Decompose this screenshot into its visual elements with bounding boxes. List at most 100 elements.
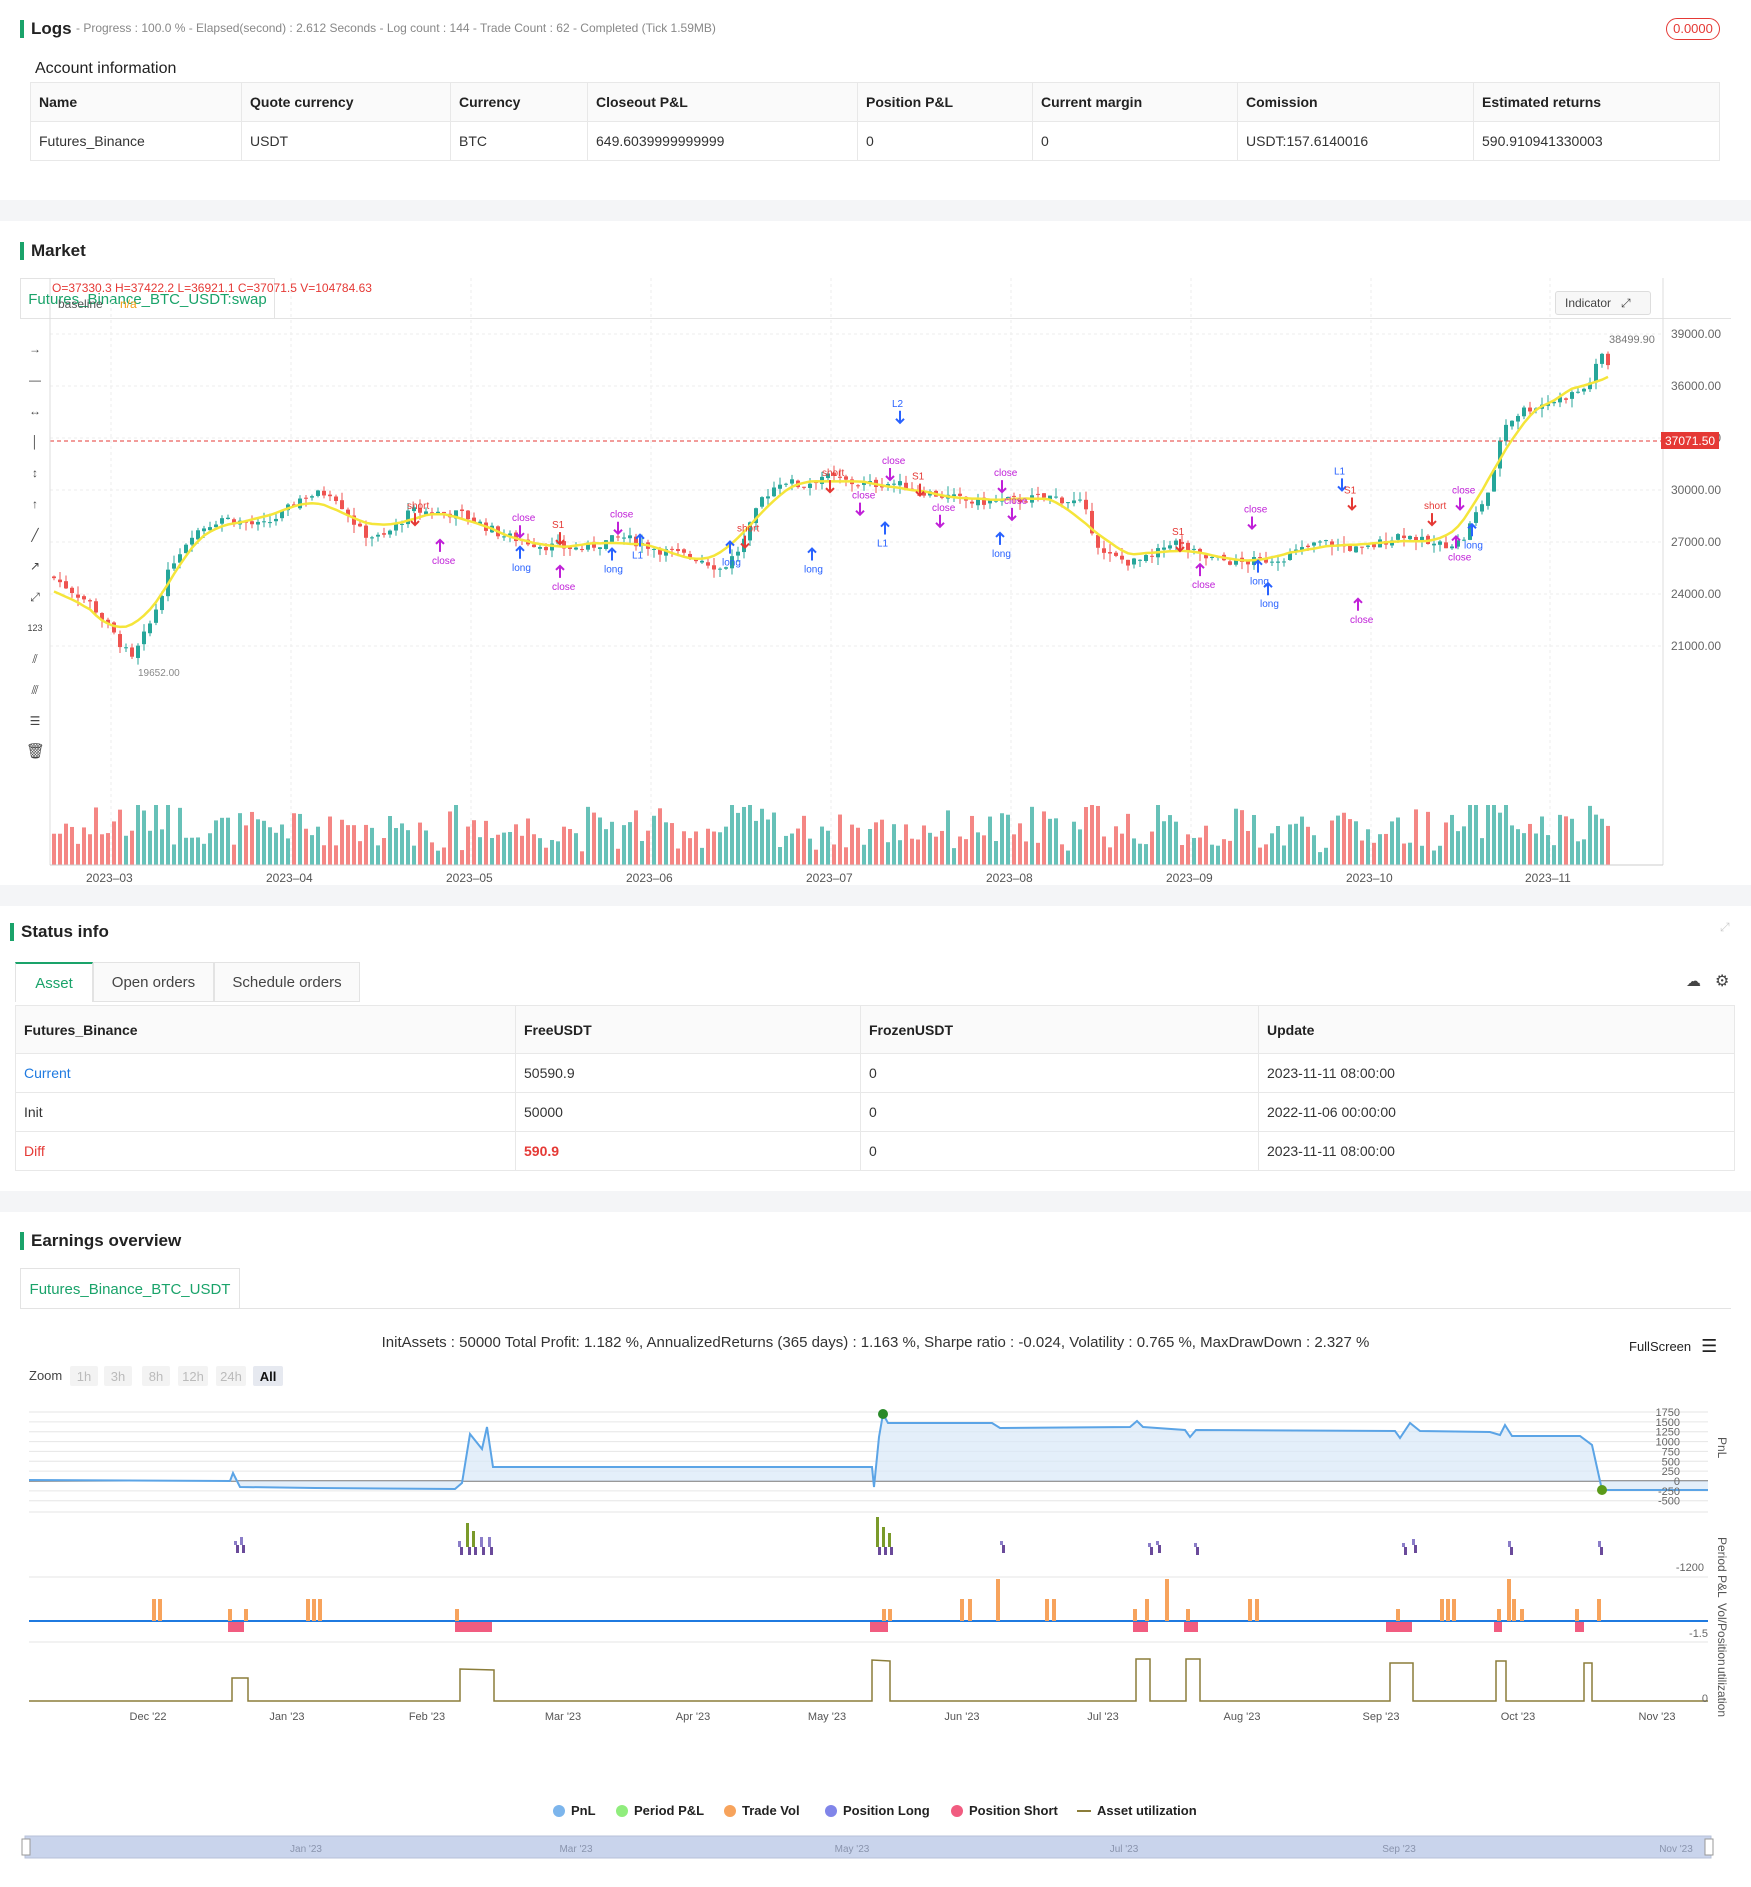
candle-body xyxy=(670,548,674,550)
candle-body xyxy=(64,581,68,589)
trend-line-tool-icon[interactable]: ╱ xyxy=(31,528,39,542)
trade-vol-bar xyxy=(1597,1599,1601,1621)
candle-body xyxy=(1102,548,1106,553)
candle-body xyxy=(1144,555,1148,562)
volume-bar xyxy=(1132,838,1136,865)
legend-position-long[interactable]: Position Long xyxy=(825,1803,930,1818)
horizontal-line-tool-icon[interactable]: — xyxy=(29,373,41,387)
zoom-all-button[interactable]: All xyxy=(253,1366,283,1386)
fullscreen-button[interactable]: FullScreen ☰ xyxy=(1629,1336,1717,1357)
legend-position-short[interactable]: Position Short xyxy=(951,1803,1058,1818)
volume-bar xyxy=(850,824,854,865)
candle-body xyxy=(826,473,830,479)
legend-line-icon xyxy=(1077,1809,1091,1812)
zoom-12h-button[interactable]: 12h xyxy=(178,1366,208,1386)
legend-dot-icon xyxy=(616,1804,628,1817)
candle-body xyxy=(478,521,482,525)
navigator-tick: Sep '23 xyxy=(1382,1844,1416,1855)
trade-vol-bar xyxy=(1440,1599,1444,1621)
trash-icon[interactable]: 🗑 xyxy=(26,743,46,760)
pnl-line xyxy=(28,1411,1708,1491)
volume-bar xyxy=(520,835,524,865)
candle-body xyxy=(1402,535,1406,539)
period-pnl-bar xyxy=(234,1541,237,1545)
volume-bar xyxy=(472,820,476,865)
account-header: Comission xyxy=(1237,82,1474,122)
candle-body xyxy=(658,549,662,555)
period-pnl-bar xyxy=(1194,1543,1197,1547)
volume-bar xyxy=(706,828,710,865)
asset-cell: 2022-11-06 00:00:00 xyxy=(1258,1092,1735,1132)
vertical-ray-tool-icon[interactable]: ↑ xyxy=(32,497,38,511)
candle-body xyxy=(1600,353,1604,364)
price-label-tool-icon[interactable]: 123 xyxy=(27,623,43,633)
candle-body xyxy=(1468,523,1472,540)
volume-bar xyxy=(1138,843,1142,865)
horizontal-ray-tool-icon[interactable]: → xyxy=(29,342,41,356)
legend-trade-vol[interactable]: Trade Vol xyxy=(724,1803,800,1818)
market-symbol-tab[interactable]: Futures_Binance_BTC_USDT:swap xyxy=(20,278,275,319)
volume-bar xyxy=(1330,820,1334,865)
volume-bar xyxy=(1564,816,1568,865)
tab-asset[interactable]: Asset xyxy=(15,962,93,1002)
volume-bar xyxy=(748,805,752,865)
candle-body xyxy=(352,515,356,525)
volume-bar xyxy=(334,845,338,865)
volume-bar xyxy=(1600,818,1604,865)
collapse-icon[interactable]: ⤢ xyxy=(1720,920,1730,934)
trade-vol-bar xyxy=(1512,1599,1516,1621)
price-axis-tick: 39000.00 xyxy=(1671,327,1721,341)
candle-body xyxy=(730,556,734,569)
ray-tool-icon[interactable]: ↗ xyxy=(29,559,41,573)
trade-vol-bar xyxy=(1497,1609,1501,1621)
volume-bar xyxy=(268,827,272,865)
candle-body xyxy=(652,548,656,550)
download-icon[interactable]: ☁ xyxy=(1686,973,1701,990)
indicator-button[interactable]: Indicator ⤢ xyxy=(1555,291,1651,315)
candle-body xyxy=(1282,561,1286,563)
candle-body xyxy=(682,549,686,553)
navigator-tick: Nov '23 xyxy=(1659,1844,1693,1855)
vertical-line-tool-icon[interactable]: │ xyxy=(31,435,39,449)
zoom-8h-button[interactable]: 8h xyxy=(142,1366,170,1386)
parallel-channel-tool-icon[interactable]: ⫽ xyxy=(32,652,38,666)
earnings-chart[interactable]: 17501500125010007505002500-250-500-1200-… xyxy=(0,1387,1751,1887)
volume-bar xyxy=(352,825,356,865)
tab-open-orders[interactable]: Open orders xyxy=(93,962,214,1002)
legend-pnl[interactable]: PnL xyxy=(553,1803,596,1818)
candlestick-chart[interactable]: shortcloselongcloseS1closelongcloseL1lon… xyxy=(0,221,1751,885)
candle-body xyxy=(1300,547,1304,552)
horizontal-segment-tool-icon[interactable]: ↔ xyxy=(29,404,41,418)
zoom-3h-button[interactable]: 3h xyxy=(104,1366,132,1386)
volume-bar xyxy=(1012,834,1016,865)
gann-tool-icon[interactable]: ☰ xyxy=(29,714,41,728)
candle-body xyxy=(1582,388,1586,392)
volume-bar xyxy=(694,831,698,865)
candle-body xyxy=(1024,501,1028,503)
signal-label: close xyxy=(1004,496,1028,507)
volume-bar xyxy=(592,812,596,865)
earnings-symbol-tab[interactable]: Futures_Binance_BTC_USDT xyxy=(20,1268,240,1309)
volume-bar xyxy=(670,823,674,865)
legend-asset-utilization[interactable]: Asset utilization xyxy=(1077,1803,1197,1818)
signal-label: long xyxy=(992,549,1011,560)
volume-bar xyxy=(1444,822,1448,865)
axis-title: PnL xyxy=(1715,1437,1729,1459)
candle-body xyxy=(1192,548,1196,550)
trade-vol-bar xyxy=(318,1599,322,1621)
zoom-24h-button[interactable]: 24h xyxy=(216,1366,246,1386)
extended-line-tool-icon[interactable]: ⤢ xyxy=(30,590,40,604)
vertical-segment-tool-icon[interactable]: ↕ xyxy=(32,466,38,480)
settings-gear-icon[interactable]: ⚙ xyxy=(1715,973,1730,990)
legend-period-pnl[interactable]: Period P&L xyxy=(616,1803,704,1818)
volume-bar xyxy=(712,831,716,865)
volume-bar xyxy=(514,824,518,865)
logs-badge[interactable]: 0.0000 xyxy=(1666,18,1720,40)
fib-tool-icon[interactable]: ⫻ xyxy=(31,683,39,697)
volume-bar xyxy=(190,837,194,865)
period-pnl-bar xyxy=(490,1547,493,1555)
volume-bar xyxy=(766,819,770,865)
asset-row-label-current[interactable]: Current xyxy=(15,1053,516,1093)
tab-schedule-orders[interactable]: Schedule orders xyxy=(214,962,360,1002)
zoom-1h-button[interactable]: 1h xyxy=(70,1366,98,1386)
